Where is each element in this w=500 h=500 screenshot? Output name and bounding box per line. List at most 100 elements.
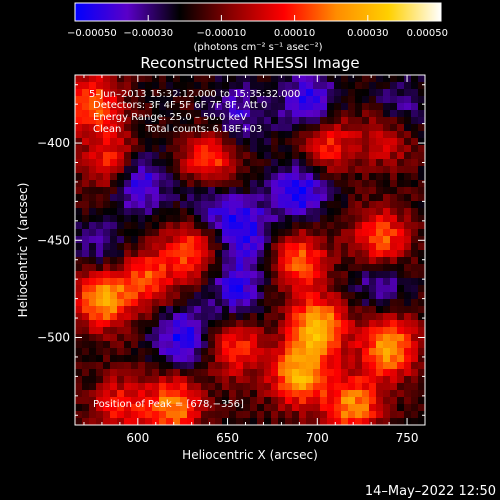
heatmap-cell <box>383 166 391 174</box>
heatmap-cell <box>327 285 335 293</box>
heatmap-cell <box>236 159 244 167</box>
heatmap-cell <box>299 110 307 118</box>
heatmap-cell <box>271 194 279 202</box>
heatmap-cell <box>201 138 209 146</box>
heatmap-cell <box>159 390 167 398</box>
heatmap-cell <box>355 383 363 391</box>
heatmap-cell <box>222 187 230 195</box>
heatmap-cell <box>145 180 153 188</box>
heatmap-cell <box>124 166 132 174</box>
heatmap-cell <box>348 313 356 321</box>
heatmap-cell <box>362 208 370 216</box>
heatmap-cell <box>243 327 251 335</box>
heatmap-cell <box>201 278 209 286</box>
heatmap-cell <box>96 383 104 391</box>
heatmap-cell <box>215 320 223 328</box>
heatmap-cell <box>96 75 104 83</box>
heatmap-cell <box>383 348 391 356</box>
heatmap-cell <box>341 411 349 419</box>
heatmap-cell <box>306 320 314 328</box>
heatmap-cell <box>313 215 321 223</box>
heatmap-cell <box>390 229 398 237</box>
heatmap-cell <box>292 180 300 188</box>
heatmap-cell <box>229 159 237 167</box>
heatmap-cell <box>124 411 132 419</box>
heatmap-cell <box>243 362 251 370</box>
heatmap-cell <box>292 173 300 181</box>
heatmap-cell <box>131 362 139 370</box>
heatmap-cell <box>334 355 342 363</box>
heatmap-cell <box>103 362 111 370</box>
heatmap-cell <box>285 306 293 314</box>
heatmap-cell <box>369 313 377 321</box>
heatmap-cell <box>124 145 132 153</box>
heatmap-cell <box>355 96 363 104</box>
heatmap-cell <box>264 376 272 384</box>
heatmap-cell <box>369 327 377 335</box>
heatmap-cell <box>418 131 426 139</box>
heatmap-cell <box>187 229 195 237</box>
heatmap-cell <box>96 187 104 195</box>
heatmap-cell <box>313 201 321 209</box>
heatmap-cell <box>299 271 307 279</box>
heatmap-cell <box>187 376 195 384</box>
heatmap-cell <box>110 292 118 300</box>
heatmap-cell <box>131 390 139 398</box>
heatmap-cell <box>313 166 321 174</box>
heatmap-cell <box>306 292 314 300</box>
heatmap-cell <box>103 117 111 125</box>
heatmap-cell <box>222 236 230 244</box>
heatmap-cell <box>131 383 139 391</box>
heatmap-cell <box>166 264 174 272</box>
heatmap-cell <box>271 187 279 195</box>
heatmap-cell <box>187 327 195 335</box>
heatmap-cell <box>362 96 370 104</box>
heatmap-cell <box>327 327 335 335</box>
heatmap-cell <box>208 278 216 286</box>
heatmap-cell <box>166 418 174 426</box>
heatmap-cell <box>236 173 244 181</box>
heatmap-cell <box>348 348 356 356</box>
heatmap-cell <box>82 320 90 328</box>
heatmap-cell <box>236 271 244 279</box>
heatmap-cell <box>152 166 160 174</box>
heatmap-cell <box>320 327 328 335</box>
heatmap-cell <box>173 348 181 356</box>
heatmap-cell <box>110 215 118 223</box>
heatmap-cell <box>306 243 314 251</box>
heatmap-cell <box>362 313 370 321</box>
heatmap-cell <box>117 278 125 286</box>
heatmap-cell <box>397 397 405 405</box>
heatmap-cell <box>362 166 370 174</box>
heatmap-cell <box>208 404 216 412</box>
heatmap-cell <box>278 166 286 174</box>
heatmap-cell <box>201 103 209 111</box>
heatmap-cell <box>341 215 349 223</box>
heatmap-cell <box>187 201 195 209</box>
heatmap-cell <box>117 383 125 391</box>
heatmap-cell <box>257 362 265 370</box>
heatmap-cell <box>166 390 174 398</box>
heatmap-cell <box>362 376 370 384</box>
heatmap-cell <box>89 194 97 202</box>
x-axis-label: Heliocentric X (arcsec) <box>182 448 318 462</box>
heatmap-cell <box>131 299 139 307</box>
heatmap-cell <box>257 320 265 328</box>
heatmap-cell <box>201 404 209 412</box>
heatmap-cell <box>355 369 363 377</box>
heatmap-cell <box>348 201 356 209</box>
heatmap-cell <box>292 292 300 300</box>
heatmap-cell <box>229 341 237 349</box>
heatmap-cell <box>257 397 265 405</box>
heatmap-cell <box>96 404 104 412</box>
heatmap-cell <box>355 257 363 265</box>
heatmap-cell <box>341 75 349 83</box>
heatmap-cell <box>313 110 321 118</box>
heatmap-cell <box>159 131 167 139</box>
heatmap-cell <box>229 243 237 251</box>
heatmap-cell <box>411 369 419 377</box>
heatmap-cell <box>96 355 104 363</box>
heatmap-cell <box>103 103 111 111</box>
heatmap-cell <box>215 404 223 412</box>
heatmap-cell <box>306 124 314 132</box>
